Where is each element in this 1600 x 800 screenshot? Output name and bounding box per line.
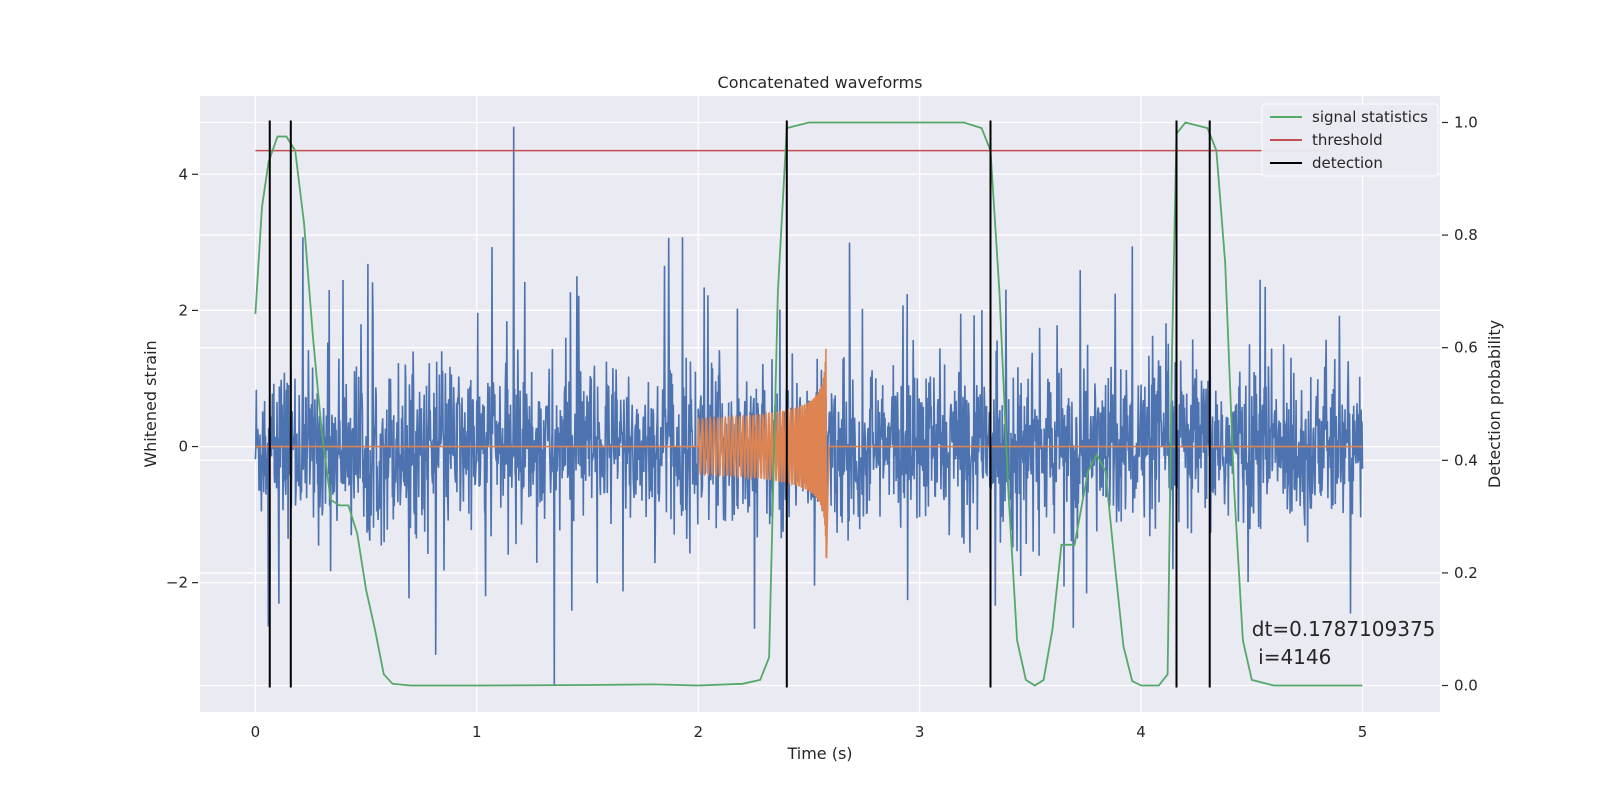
signal-statistics-series	[254, 121, 1363, 687]
detection-lines	[268, 120, 1211, 688]
y2-tick-label-4: 0.8	[1454, 226, 1478, 244]
x-axis: 0 1 2 3 4 5	[251, 723, 1368, 741]
y2-axis-label: Detection probability	[1485, 320, 1504, 488]
legend: signal statistics threshold detection	[1261, 103, 1439, 177]
legend-label-signal-statistics: signal statistics	[1312, 108, 1428, 126]
y2-tick-label-1: 0.2	[1454, 564, 1478, 582]
legend-box	[1261, 103, 1439, 177]
y-tick-label-1: 0	[178, 438, 188, 456]
chart-title: Concatenated waveforms	[718, 73, 923, 92]
y-axis-label: Whitened strain	[141, 340, 160, 467]
y2-tick-label-3: 0.6	[1454, 339, 1478, 357]
y-axis: −2 0 2 4	[166, 165, 198, 592]
y2-axis: 0.0 0.2 0.4 0.6 0.8 1.0	[1442, 113, 1478, 695]
x-tick-label-1: 1	[472, 723, 482, 741]
x-tick-label-4: 4	[1136, 723, 1146, 741]
x-tick-label-3: 3	[915, 723, 925, 741]
y-tick-label-0: −2	[166, 574, 188, 592]
y2-tick-label-2: 0.4	[1454, 451, 1478, 469]
injected-waveform-series	[255, 348, 1363, 559]
y2-tick-label-0: 0.0	[1454, 677, 1478, 695]
annotation-index: i=4146	[1252, 645, 1332, 669]
x-tick-label-5: 5	[1358, 723, 1368, 741]
x-tick-label-2: 2	[693, 723, 703, 741]
x-tick-label-0: 0	[251, 723, 261, 741]
legend-label-detection: detection	[1312, 154, 1383, 172]
y-tick-label-3: 4	[178, 165, 188, 183]
y2-tick-label-5: 1.0	[1454, 113, 1478, 131]
x-axis-label: Time (s)	[786, 744, 852, 763]
legend-label-threshold: threshold	[1312, 131, 1383, 149]
y-tick-label-2: 2	[178, 301, 188, 319]
annotation-dt: dt=0.1787109375	[1252, 617, 1436, 641]
